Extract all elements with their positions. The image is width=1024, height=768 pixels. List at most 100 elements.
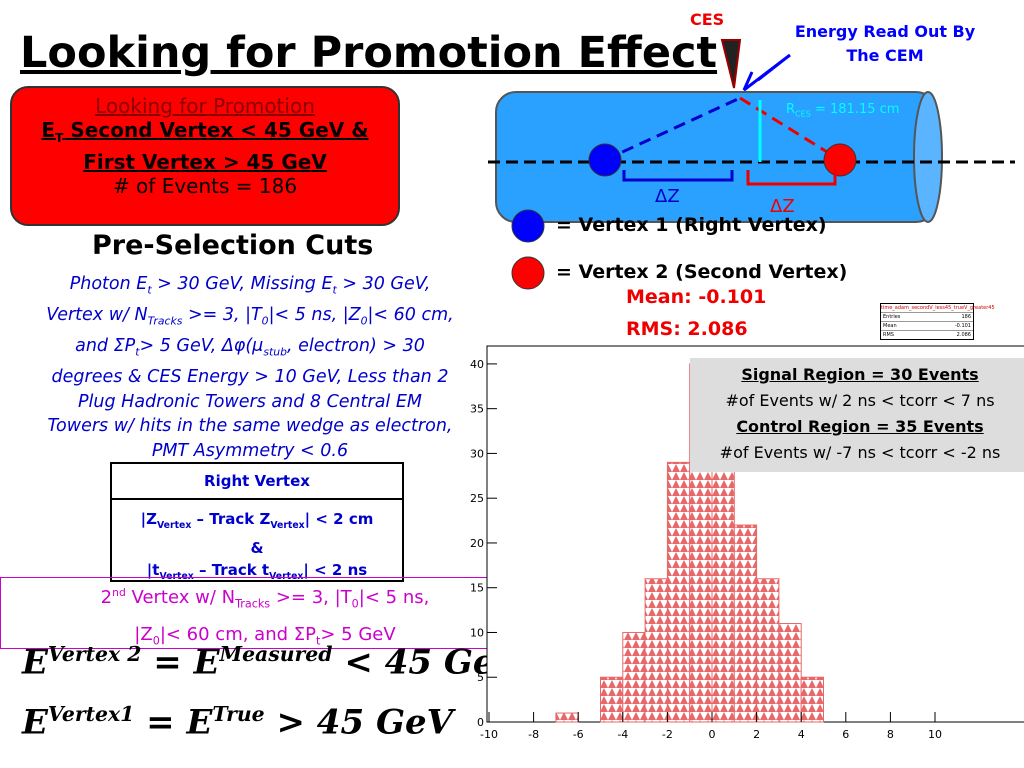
text: & — [250, 539, 264, 557]
mean: Mean: -0.101 — [626, 286, 767, 308]
line: |tVertex – Track tVertex| < 2 ns — [112, 559, 402, 588]
text: | < 2 cm — [304, 510, 374, 528]
bar — [666, 461, 691, 723]
text: > 45 GeV — [264, 702, 454, 743]
y-tick-label: 0 — [477, 716, 484, 729]
subscript: t — [147, 283, 152, 297]
text: |< 60 cm, and ΣP — [159, 623, 316, 645]
subscript: Vertex — [157, 520, 192, 531]
text: E — [22, 702, 48, 743]
text: |< 5 ns, — [358, 587, 430, 608]
radius-label: RCES = 181.15 cm — [786, 102, 899, 119]
subscript: 0 — [360, 314, 368, 328]
equation: EVertex1 = ETrue > 45 GeV — [22, 702, 453, 742]
bar — [756, 578, 780, 723]
line: |ZVertex – Track ZVertex| < 2 cm — [112, 508, 402, 537]
text: Signal Region = 30 Events — [741, 365, 979, 384]
y-tick-label: 30 — [470, 447, 484, 460]
stats-cell: RMS — [883, 332, 894, 338]
legend-marker — [511, 256, 545, 290]
text: Vertex w/ N — [46, 305, 148, 325]
bar — [800, 676, 825, 723]
second-vertex-box: 2nd Vertex w/ NTracks >= 3, |T0|< 5 ns, |… — [0, 577, 530, 649]
text: = 181.15 cm — [810, 102, 900, 117]
x-tick-label: 6 — [842, 728, 849, 741]
vertex-2 — [823, 143, 857, 177]
line: 2nd Vertex w/ NTracks >= 3, |T0|< 5 ns, — [1, 578, 529, 620]
subscript: Tracks — [147, 314, 183, 328]
x-tick-label: -4 — [617, 728, 628, 741]
x-tick-label: -6 — [573, 728, 584, 741]
line: degrees & CES Energy > 10 GeV, Less than… — [0, 365, 500, 390]
y-tick-label: 35 — [470, 403, 484, 416]
stats-name: time_adam_secondV_less45_trueV_greater45 — [881, 305, 995, 311]
text: Plug Hadronic Towers and 8 Central EM — [77, 391, 423, 412]
stats-cell: Entries — [883, 314, 901, 320]
subscript: Vertex — [269, 571, 304, 582]
text: Second Vertex < 45 GeV & — [63, 118, 369, 142]
text: PMT Asymmetry < 0.6 — [151, 440, 349, 461]
line: Photon Et > 30 GeV, Missing Et > 30 GeV, — [0, 272, 500, 303]
line: Signal Region = 30 Events — [690, 362, 1024, 388]
text: |t — [146, 561, 160, 579]
legend-marker — [511, 209, 545, 243]
x-tick-label: -2 — [662, 728, 673, 741]
stats-box: time_adam_secondV_less45_trueV_greater45… — [880, 303, 995, 340]
subscript: t — [135, 345, 140, 359]
text: Vertex w/ N — [125, 587, 236, 608]
subscript: CES — [795, 109, 811, 119]
stats-row: Entries 186 — [881, 312, 973, 321]
legend-entry: = Vertex 2 (Second Vertex) — [556, 261, 848, 283]
y-tick-label: 10 — [470, 626, 484, 639]
line: #of Events w/ 2 ns < tcorr < 7 ns — [690, 388, 1024, 414]
x-tick-label: 4 — [798, 728, 805, 741]
bar — [555, 712, 579, 723]
line: and ΣPt> 5 GeV, Δφ(μstub, electron) > 30 — [0, 334, 500, 365]
text: R — [786, 102, 796, 117]
bar — [644, 578, 668, 723]
text: = E — [141, 642, 220, 683]
dz-label: ΔZ — [770, 196, 795, 217]
superscript: Measured — [219, 642, 333, 666]
cem-label: Energy Read Out By The CEM — [780, 20, 990, 68]
superscript: Vertex1 — [47, 702, 135, 726]
text: |< 5 ns, |Z — [268, 305, 361, 325]
x-tick-label: -10 — [480, 728, 498, 741]
stats-row: RMS 2.086 — [881, 330, 973, 339]
subscript: Vertex — [159, 571, 194, 582]
line: The CEM — [846, 46, 924, 65]
bar — [600, 676, 624, 723]
subscript: 0 — [152, 634, 160, 648]
text: |Z — [140, 510, 157, 528]
text: #of Events w/ -7 ns < tcorr < -2 ns — [719, 443, 1001, 462]
text: E — [22, 642, 48, 683]
promotion-box: Looking for Promotion ET Second Vertex <… — [10, 86, 400, 226]
superscript: nd — [112, 586, 126, 599]
subscript: 0 — [261, 314, 269, 328]
stats-row: Mean -0.101 — [881, 321, 973, 330]
line: Energy Read Out By — [794, 22, 976, 41]
x-tick-label: 2 — [753, 728, 760, 741]
bracket — [622, 170, 734, 182]
table-header: Right Vertex — [112, 464, 402, 500]
subscript: t — [316, 634, 321, 648]
slide-title: Looking for Promotion Effect — [20, 28, 718, 78]
cem-arrow — [742, 53, 791, 92]
text: and ΣP — [75, 336, 136, 356]
text: >= 3, |T — [182, 305, 262, 325]
text: Towers w/ hits in the same wedge as elec… — [47, 416, 453, 436]
track — [739, 96, 841, 162]
text: , electron) > 30 — [286, 336, 425, 356]
table-body: |ZVertex – Track ZVertex| < 2 cm & |tVerte… — [112, 500, 402, 588]
text: >= 3, |T — [270, 587, 352, 608]
text: = E — [134, 702, 213, 743]
bar — [711, 443, 735, 723]
superscript: Vertex 2 — [47, 642, 142, 666]
legend-entry: = Vertex 1 (Right Vertex) — [556, 214, 827, 236]
line: Control Region = 35 Events — [690, 414, 1024, 440]
bracket — [746, 170, 837, 186]
x-tick-label: 8 — [887, 728, 894, 741]
text: Photon E — [69, 274, 148, 294]
text: 2 — [100, 587, 113, 608]
y-tick-label: 15 — [470, 582, 484, 595]
